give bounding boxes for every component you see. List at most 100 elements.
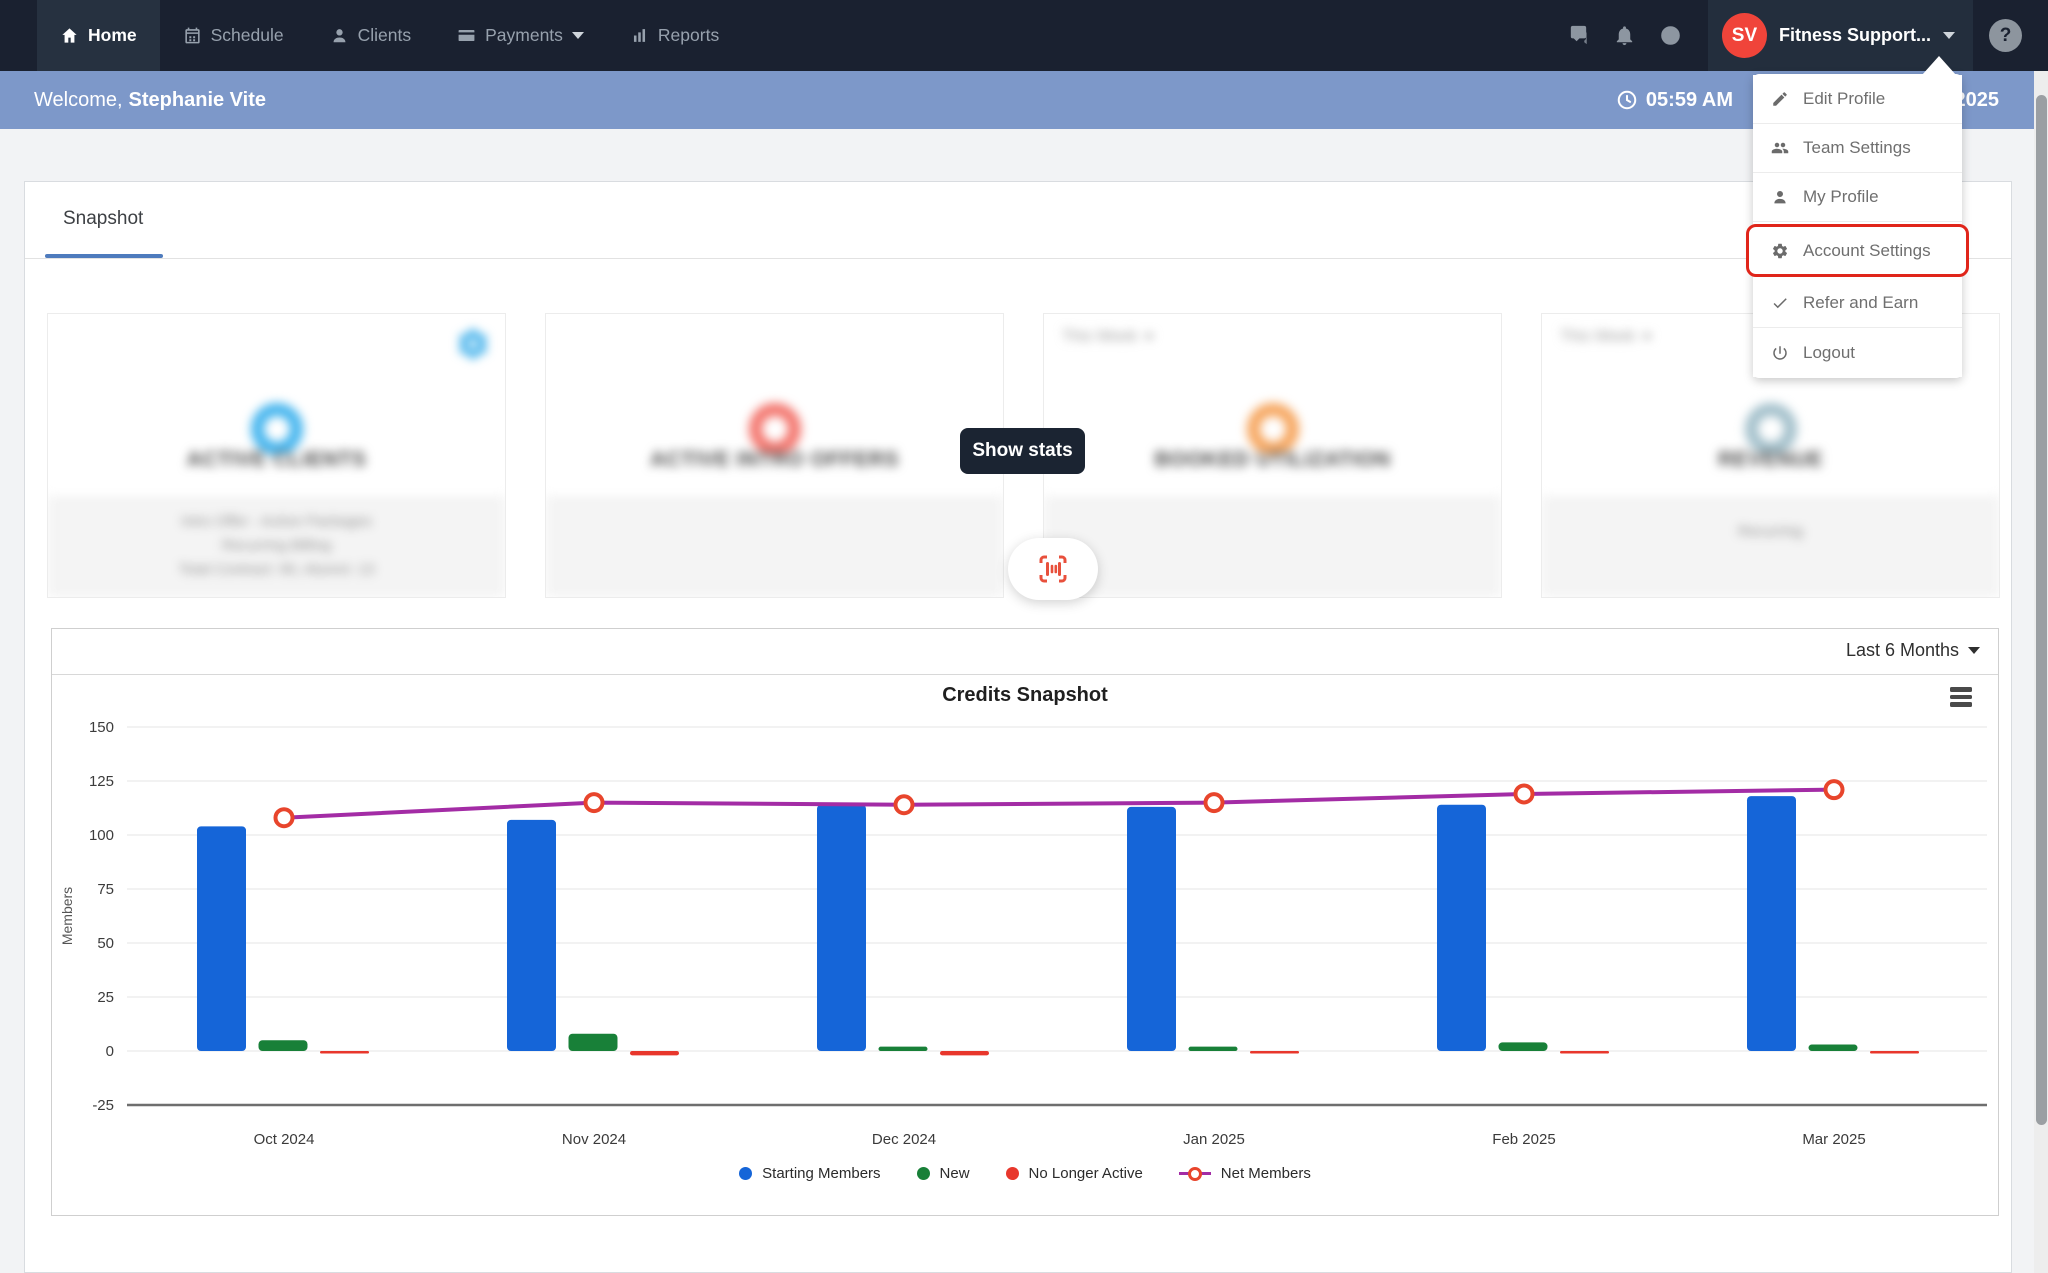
bar-chart-icon	[633, 29, 645, 42]
stat-card-active-intro-offers: ACTIVE INTRO OFFERS	[545, 313, 1004, 598]
clock-icon	[1661, 26, 1681, 45]
dropdown-pointer	[1922, 56, 1956, 75]
stat-card-footer: Recurring	[1542, 497, 1999, 597]
svg-text:Members: Members	[59, 887, 75, 945]
svg-text:-25: -25	[92, 1097, 114, 1114]
navbar-right: SV Fitness Support... ?	[1556, 0, 2048, 71]
chat-icon	[1571, 25, 1588, 45]
pencil-icon	[1773, 92, 1787, 106]
chart-menu-button[interactable]	[1950, 687, 1972, 710]
range-selector[interactable]: Last 6 Months	[1846, 640, 1980, 661]
tab-bar: Snapshot	[25, 182, 2011, 259]
stat-card-booked-utilization: This Week BOOKED UTILIZATION	[1043, 313, 1502, 598]
nav-label: Reports	[657, 25, 720, 45]
calendar-icon	[185, 27, 200, 44]
history-button[interactable]	[1648, 24, 1694, 47]
credits-snapshot-chart: 150 125 100 75 50 25 0 -25 Members Oct 2024 Nov 20…	[59, 719, 1987, 1148]
barcode-scan-button[interactable]	[1008, 538, 1098, 600]
menu-item-edit-profile[interactable]: Edit Profile	[1753, 75, 1962, 124]
user-name: Fitness Support...	[1778, 25, 1931, 45]
chevron-down-icon	[1943, 32, 1955, 39]
welcome-bar: Welcome, Stephanie Vite 05:59 AM 2025	[0, 71, 2048, 129]
period-selector[interactable]: This Week	[1062, 328, 1155, 346]
current-date-fragment: 2025	[1954, 88, 2000, 111]
stat-card-title: ACTIVE INTRO OFFERS	[650, 448, 899, 471]
nav-label: Clients	[357, 25, 412, 45]
menu-item-team-settings[interactable]: Team Settings	[1753, 124, 1962, 173]
legend-item: Net Members	[1178, 1165, 1311, 1182]
period-selector[interactable]: This Week	[1560, 328, 1653, 346]
chevron-down-icon	[571, 32, 584, 39]
loading-spinner	[1744, 403, 1797, 455]
team-icon	[1771, 142, 1789, 154]
legend-item: No Longer Active	[1005, 1165, 1143, 1182]
top-navbar: Home Schedule Clients Payments Reports	[0, 0, 2048, 71]
svg-text:Nov 2024: Nov 2024	[562, 1131, 626, 1148]
stat-card-title: BOOKED UTILIZATION	[1154, 448, 1391, 471]
svg-text:0: 0	[106, 1043, 114, 1060]
loading-spinner	[1246, 403, 1299, 455]
svg-text:50: 50	[97, 935, 114, 952]
menu-item-refer-and-earn[interactable]: Refer and Earn	[1753, 279, 1962, 328]
active-tab-indicator	[45, 254, 163, 258]
help-button[interactable]: ?	[1989, 19, 2022, 52]
nav-label: Schedule	[210, 25, 284, 45]
clock-icon	[1617, 90, 1637, 110]
welcome-prefix: Welcome,	[34, 88, 123, 111]
stat-card-footer	[1044, 497, 1501, 597]
nav-item-payments[interactable]: Payments	[434, 0, 607, 71]
menu-item-my-profile[interactable]: My Profile	[1753, 173, 1962, 222]
loading-spinner	[748, 403, 801, 455]
svg-text:Mar 2025: Mar 2025	[1802, 1131, 1865, 1148]
svg-text:Feb 2025: Feb 2025	[1492, 1131, 1555, 1148]
credit-card-icon	[458, 29, 475, 42]
loading-spinner	[250, 403, 303, 455]
chart-legend: Starting Members New No Longer Active Net M…	[52, 1165, 1998, 1182]
svg-text:25: 25	[97, 989, 114, 1006]
nav-label: Home	[88, 25, 137, 45]
svg-text:100: 100	[89, 827, 114, 844]
svg-text:125: 125	[89, 773, 114, 790]
dashboard-panel: Snapshot ACTIVE CLIENTS Intro Offer - Ac…	[24, 181, 2012, 1273]
scrollbar-thumb[interactable]	[2035, 95, 2047, 1125]
chart-header: Last 6 Months	[52, 629, 1998, 675]
nav-item-clients[interactable]: Clients	[307, 0, 435, 71]
current-time: 05:59 AM	[1616, 71, 1733, 129]
barcode-scan-icon	[1039, 555, 1067, 583]
chevron-down-icon	[1144, 334, 1155, 340]
chevron-down-icon	[1642, 334, 1653, 340]
legend-item: New	[916, 1165, 970, 1182]
legend-item: Starting Members	[739, 1165, 881, 1182]
stat-card-title: REVENUE	[1717, 448, 1824, 471]
nav-item-reports[interactable]: Reports	[607, 0, 742, 71]
bell-icon	[1617, 26, 1633, 46]
tab-snapshot[interactable]: Snapshot	[63, 208, 144, 229]
nav-label: Payments	[485, 25, 563, 45]
show-stats-button[interactable]: Show stats	[960, 428, 1085, 474]
nav-item-schedule[interactable]: Schedule	[160, 0, 307, 71]
stat-card-title: ACTIVE CLIENTS	[186, 448, 367, 471]
power-icon	[1773, 345, 1787, 360]
main-nav: Home Schedule Clients Payments Reports	[0, 0, 742, 71]
home-icon	[62, 28, 77, 43]
stat-card-footer	[546, 497, 1003, 597]
chart-title: Credits Snapshot	[942, 684, 1108, 706]
chevron-down-icon	[1968, 647, 1980, 654]
stat-card-footer: Intro Offer - Active Packages Recurring B…	[48, 497, 505, 597]
svg-text:75: 75	[97, 881, 114, 898]
notifications-button[interactable]	[1602, 24, 1648, 47]
person-icon	[333, 29, 346, 43]
credits-snapshot-card: Last 6 Months Credits Snapshot 150 125 100…	[51, 628, 1999, 1216]
user-icon	[1774, 191, 1786, 204]
messages-button[interactable]	[1556, 24, 1602, 47]
menu-item-account-settings[interactable]: Account Settings	[1746, 224, 1969, 277]
menu-item-logout[interactable]: Logout	[1753, 328, 1962, 377]
svg-text:Oct 2024: Oct 2024	[254, 1131, 315, 1148]
page-scrollbar	[2034, 71, 2048, 1273]
card-settings-gear-icon[interactable]	[455, 326, 491, 362]
gear-icon	[1772, 243, 1788, 258]
user-dropdown-menu: Edit Profile Team Settings My Profile Ac…	[1746, 74, 1969, 378]
stat-card-active-clients: ACTIVE CLIENTS Intro Offer - Active Pack…	[47, 313, 506, 598]
nav-item-home[interactable]: Home	[37, 0, 160, 71]
stat-cards-row: ACTIVE CLIENTS Intro Offer - Active Pack…	[47, 313, 2000, 598]
